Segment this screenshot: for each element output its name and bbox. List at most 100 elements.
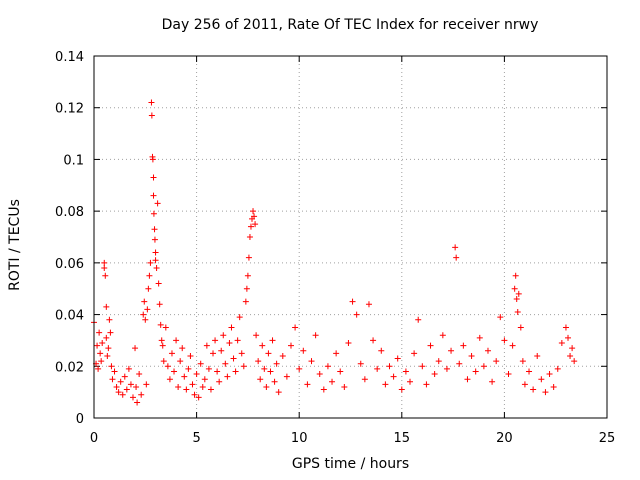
data-point [132, 345, 139, 352]
data-point [419, 363, 426, 370]
data-point [476, 334, 483, 341]
data-point [329, 378, 336, 385]
data-point [521, 381, 528, 388]
data-point [106, 316, 113, 323]
data-point [253, 332, 260, 339]
data-point [427, 342, 434, 349]
data-point [435, 358, 442, 365]
data-point [349, 298, 356, 305]
data-point [157, 321, 164, 328]
data-point [199, 383, 206, 390]
data-point [259, 342, 266, 349]
data-point [484, 347, 491, 354]
data-point [464, 376, 471, 383]
data-point [234, 337, 241, 344]
data-point [357, 360, 364, 367]
data-point [145, 285, 152, 292]
data-point [365, 301, 372, 308]
data-point [353, 311, 360, 318]
data-point [115, 389, 122, 396]
data-point [136, 371, 143, 378]
data-point [160, 358, 167, 365]
data-point [220, 332, 227, 339]
data-point [103, 334, 110, 341]
data-point [236, 314, 243, 321]
data-point [415, 316, 422, 323]
data-point [269, 337, 276, 344]
data-point [193, 371, 200, 378]
x-tick-label: 0 [90, 431, 98, 446]
data-point [158, 337, 165, 344]
data-point [150, 174, 157, 181]
data-point [164, 363, 171, 370]
data-point [292, 324, 299, 331]
data-point [168, 350, 175, 357]
data-point [250, 208, 257, 215]
data-point [571, 358, 578, 365]
data-point [453, 254, 460, 261]
data-point [423, 381, 430, 388]
data-point [283, 373, 290, 380]
data-point [159, 342, 166, 349]
x-tick-label: 20 [496, 431, 513, 446]
data-point [197, 360, 204, 367]
data-point [472, 368, 479, 375]
data-point [111, 368, 118, 375]
data-point [526, 368, 533, 375]
data-point [394, 355, 401, 362]
data-point [140, 311, 147, 318]
data-point [162, 324, 169, 331]
data-point [230, 355, 237, 362]
x-tick-label: 15 [394, 431, 411, 446]
data-point [296, 365, 303, 372]
data-point [228, 324, 235, 331]
axes: 0 0.02 0.04 0.06 0.08 0.1 0.12 0.14 0 5 10 15 20 25 [55, 50, 615, 446]
data-point [565, 334, 572, 341]
data-point [141, 298, 148, 305]
data-point [517, 324, 524, 331]
data-point [546, 371, 553, 378]
data-point [513, 296, 520, 303]
data-point [341, 383, 348, 390]
data-point [205, 365, 212, 372]
data-point [515, 290, 522, 297]
data-point [138, 391, 145, 398]
data-point [316, 371, 323, 378]
data-point [97, 350, 104, 357]
y-axis-label: ROTI / TECUs [7, 199, 23, 291]
data-point [191, 391, 198, 398]
data-point [265, 350, 272, 357]
data-point [150, 192, 157, 199]
data-point [267, 368, 274, 375]
data-point [148, 99, 155, 106]
data-point [244, 272, 251, 279]
data-point [374, 365, 381, 372]
data-point [452, 244, 459, 251]
grid [94, 56, 607, 418]
data-point [222, 360, 229, 367]
data-point [101, 265, 108, 272]
data-point [183, 386, 190, 393]
data-point [143, 381, 150, 388]
data-point [514, 308, 521, 315]
data-point [337, 368, 344, 375]
data-point [117, 378, 124, 385]
data-point [255, 358, 262, 365]
data-point [238, 350, 245, 357]
data-point [304, 381, 311, 388]
data-point [251, 213, 258, 220]
data-point [263, 383, 270, 390]
data-point [103, 303, 110, 310]
data-point [148, 112, 155, 119]
data-point [300, 347, 307, 354]
data-point [232, 368, 239, 375]
data-point [179, 345, 186, 352]
data-point [382, 381, 389, 388]
data-point [567, 352, 574, 359]
data-point [279, 352, 286, 359]
data-point [173, 337, 180, 344]
plot-frame [93, 55, 608, 419]
data-point [151, 226, 158, 233]
data-point [226, 340, 233, 347]
